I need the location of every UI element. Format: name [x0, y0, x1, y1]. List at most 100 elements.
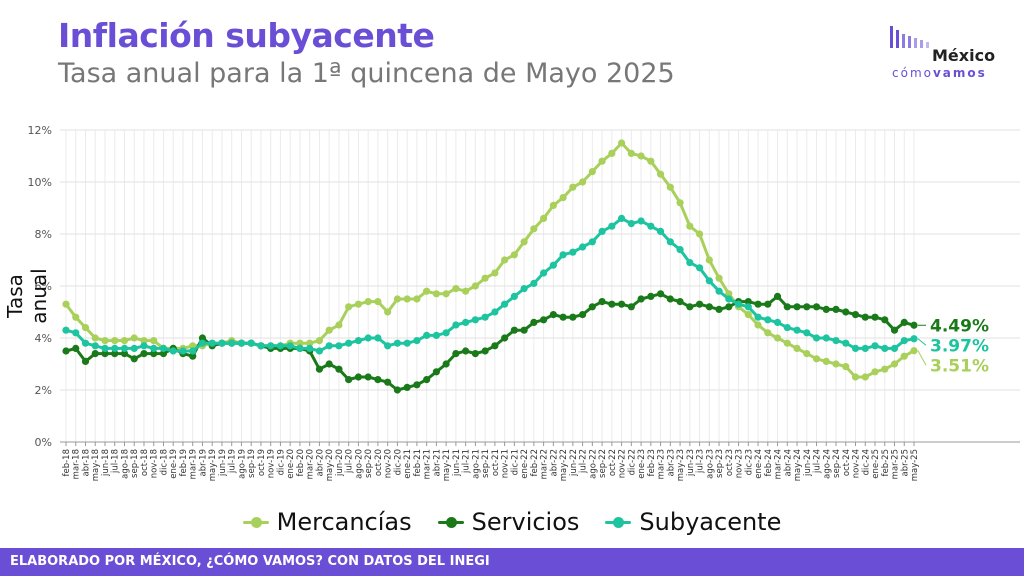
x-tick-label: jun-22	[569, 449, 579, 477]
x-tick-label: ene-23	[637, 449, 647, 479]
data-point-2	[179, 347, 187, 355]
data-point-0	[666, 183, 674, 191]
data-point-2	[851, 344, 860, 352]
data-point-1	[559, 313, 567, 321]
data-point-1	[822, 305, 830, 313]
x-tick-label: dic-21	[510, 449, 520, 475]
legend-label-subyacente: Subyacente	[639, 508, 782, 536]
data-point-1	[111, 350, 119, 358]
legend-item-subyacente[interactable]: Subyacente	[605, 508, 781, 536]
data-point-1	[530, 318, 538, 326]
data-point-2	[481, 313, 489, 321]
x-tick-label: feb-23	[647, 449, 657, 477]
x-tick-label: ago-21	[471, 449, 481, 479]
x-tick-label: jun-20	[335, 449, 345, 477]
x-tick-label: oct-23	[725, 449, 735, 476]
data-point-0	[764, 329, 772, 337]
legend-item-servicios[interactable]: Servicios	[437, 508, 579, 536]
data-point-1	[120, 350, 129, 358]
x-tick-label: feb-20	[296, 449, 306, 477]
x-tick-label: abr-18	[81, 449, 91, 476]
data-point-0	[130, 334, 138, 342]
x-tick-label: feb-22	[530, 449, 540, 477]
data-point-1	[851, 311, 860, 319]
data-point-2	[315, 347, 324, 355]
data-point-2	[403, 339, 411, 347]
x-tick-label: mar-20	[306, 449, 316, 479]
data-point-2	[676, 246, 684, 254]
data-point-1	[588, 303, 596, 311]
data-point-2	[393, 339, 402, 347]
x-tick-label: sep-19	[247, 449, 257, 478]
data-point-2	[881, 344, 889, 352]
logo-line1: México	[932, 46, 996, 65]
data-point-2	[432, 331, 440, 339]
x-tick-label: abr-22	[549, 449, 559, 476]
data-point-2	[549, 261, 557, 269]
data-point-2	[491, 308, 499, 316]
x-tick-label: ene-24	[754, 449, 764, 479]
data-point-0	[140, 337, 148, 345]
x-tick-label: may-21	[442, 449, 452, 481]
data-point-0	[725, 290, 733, 298]
data-point-0	[62, 300, 70, 308]
data-point-0	[81, 324, 90, 332]
y-axis-label: Tasa anual	[3, 268, 51, 324]
data-point-0	[530, 225, 538, 233]
y-tick-label: 12%	[28, 124, 52, 137]
data-point-0	[910, 347, 918, 355]
x-tick-label: abr-19	[198, 449, 208, 476]
data-point-0	[120, 337, 129, 345]
data-point-2	[462, 318, 470, 326]
data-point-1	[364, 373, 372, 381]
data-point-2	[364, 334, 372, 342]
data-point-2	[900, 337, 908, 345]
data-point-0	[881, 365, 889, 373]
x-tick-label: mar-18	[72, 449, 82, 479]
data-point-0	[520, 238, 528, 246]
data-point-0	[695, 230, 704, 238]
x-tick-label: jun-21	[452, 449, 462, 477]
data-point-0	[656, 170, 665, 178]
data-point-2	[101, 344, 109, 352]
data-point-2	[842, 339, 850, 347]
x-tick-label: nov-21	[501, 449, 511, 478]
x-tick-label: abr-25	[900, 449, 910, 476]
x-tick-label: ago-19	[237, 449, 247, 479]
data-point-0	[101, 337, 109, 345]
data-point-0	[686, 222, 694, 230]
data-point-2	[374, 334, 382, 342]
x-tick-label: ene-22	[520, 449, 530, 479]
data-point-2	[520, 285, 528, 293]
data-point-1	[549, 311, 557, 319]
data-point-0	[471, 282, 479, 290]
data-point-2	[832, 337, 840, 345]
data-point-0	[296, 339, 304, 347]
data-point-0	[627, 149, 635, 157]
data-point-1	[442, 360, 450, 368]
data-point-0	[403, 295, 411, 303]
data-point-0	[754, 321, 762, 329]
data-point-2	[130, 344, 138, 352]
data-point-0	[325, 326, 333, 334]
data-point-0	[715, 274, 723, 282]
legend-item-mercancias[interactable]: Mercancías	[242, 508, 412, 536]
data-point-0	[91, 334, 99, 342]
x-tick-label: may-20	[325, 449, 335, 481]
data-point-0	[393, 295, 402, 303]
data-point-0	[676, 199, 684, 207]
data-point-2	[617, 214, 626, 222]
data-point-2	[764, 316, 772, 324]
x-tick-label: may-22	[559, 449, 569, 481]
y-tick-label: 10%	[28, 176, 52, 189]
data-point-1	[91, 350, 99, 358]
data-point-1	[705, 303, 713, 311]
x-tick-label: jul-19	[228, 449, 238, 474]
data-point-2	[910, 335, 918, 343]
data-point-2	[715, 287, 723, 295]
chart-subtitle: Tasa anual para la 1ª quincena de Mayo 2…	[58, 58, 675, 89]
data-point-0	[481, 274, 489, 282]
data-point-1	[491, 342, 499, 350]
data-point-0	[773, 334, 782, 342]
y-tick-label: 2%	[35, 384, 52, 397]
